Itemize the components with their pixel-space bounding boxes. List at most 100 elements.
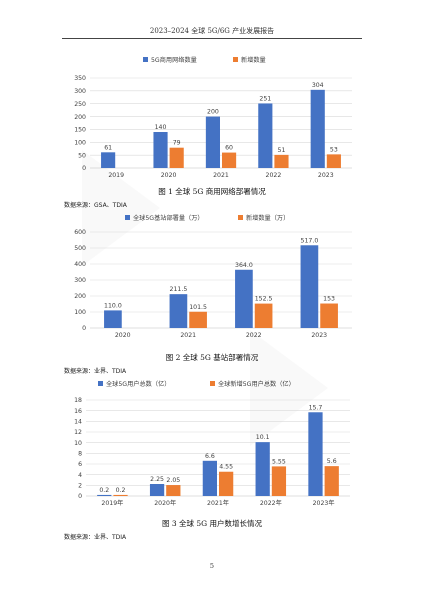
y-tick-label: 0 [82, 325, 86, 332]
y-tick-label: 0 [82, 165, 86, 172]
bar-primary [153, 132, 168, 168]
bar-primary [97, 494, 112, 496]
figure-1-source: 数据来源：GSA、TDIA [64, 202, 127, 209]
y-tick-label: 300 [74, 277, 86, 284]
bar-secondary [274, 154, 289, 168]
bar-primary [308, 412, 323, 496]
y-tick-label: 0 [78, 493, 82, 500]
y-tick-label: 500 [74, 245, 86, 252]
y-tick-label: 400 [74, 261, 86, 268]
data-label: 5.55 [272, 458, 286, 465]
data-label: 304 [312, 82, 324, 89]
page-number: 5 [209, 562, 215, 570]
y-tick-label: 100 [74, 309, 86, 316]
data-label: 153 [323, 296, 335, 303]
figure-1-caption: 图 1 全球 5G 商用网络部署情况 [158, 187, 266, 196]
data-label: 364.0 [235, 262, 253, 269]
data-label: 51 [278, 147, 286, 154]
data-label: 152.5 [255, 296, 273, 303]
data-label: 200 [207, 109, 219, 116]
y-tick-label: 2 [78, 483, 82, 490]
data-label: 517.0 [301, 237, 319, 244]
x-tick-label: 2019 [108, 172, 124, 179]
y-tick-label: 12 [74, 429, 82, 436]
bar-secondary [219, 471, 234, 496]
data-label: 101.5 [189, 304, 207, 311]
watermark-shape [82, 150, 160, 266]
bar-primary [104, 310, 122, 328]
legend-swatch [210, 381, 215, 386]
data-label: 5.6 [327, 458, 337, 465]
bar-primary [205, 116, 220, 168]
chart-user-growth: 0 2 4 6 8 10 12 14 16 18 2019年 0.2 0.2 2020年 2.25 2.05 2… [74, 380, 350, 507]
y-tick-label: 4 [78, 472, 82, 479]
bar-primary [149, 484, 165, 496]
y-tick-label: 6 [78, 461, 82, 468]
figure-2-source: 数据来源：业界、TDIA [64, 368, 127, 375]
x-tick-label: 2020年 [154, 499, 176, 507]
y-tick-label: 600 [74, 229, 86, 236]
data-label: 60 [225, 145, 233, 152]
legend-label: 全球5G用户总数（亿） [106, 380, 170, 388]
bar-primary [101, 152, 116, 168]
figure-3-source: 数据来源：业界、TDIA [64, 534, 127, 541]
bar-secondary [271, 466, 287, 496]
y-tick-label: 200 [74, 114, 86, 121]
x-tick-label: 2023年 [313, 499, 335, 507]
y-tick-label: 350 [74, 75, 86, 82]
x-tick-label: 2022年 [260, 499, 282, 507]
y-tick-label: 200 [74, 293, 86, 300]
header-divider [62, 38, 362, 39]
data-label: 110.0 [104, 302, 122, 309]
data-label: 4.55 [219, 464, 233, 471]
data-label: 61 [104, 144, 112, 151]
data-label: 211.5 [170, 286, 188, 293]
data-label: 6.6 [205, 453, 215, 460]
x-tick-label: 2023 [318, 172, 334, 179]
bar-primary [258, 103, 273, 168]
y-tick-label: 300 [74, 88, 86, 95]
bar-secondary [166, 485, 181, 496]
legend-swatch [238, 215, 243, 220]
y-tick-label: 250 [74, 101, 86, 108]
legend-swatch [125, 215, 130, 220]
data-label: 2.05 [166, 477, 180, 484]
legend-label: 5G商用网络数量 [151, 56, 197, 64]
bar-secondary [222, 152, 237, 168]
bar-primary [300, 245, 319, 328]
data-label: 251 [259, 95, 271, 102]
x-tick-label: 2022 [266, 172, 282, 179]
legend-swatch [98, 381, 103, 386]
x-tick-label: 2020 [161, 172, 177, 179]
data-label: 140 [155, 124, 167, 131]
data-label: 0.2 [116, 487, 126, 494]
chart-base-station-deployment: 0 100 200 300 400 500 600 2020 110.0 2021 211.5 101… [74, 214, 352, 339]
chart-network-deployment: 0 50 100 150 200 250 300 350 2019 61 2020 140 79 2021… [74, 56, 352, 179]
y-tick-label: 14 [74, 419, 82, 426]
y-tick-label: 100 [74, 139, 86, 146]
data-label: 53 [330, 146, 338, 153]
legend-label: 全球新增5G用户总数（亿） [218, 380, 295, 388]
y-tick-label: 18 [74, 397, 82, 404]
bar-secondary [169, 147, 184, 168]
x-tick-label: 2021年 [207, 499, 229, 507]
legend-swatch [143, 57, 148, 62]
page-header: 2023–2024 全球 5G/6G 产业发展报告 [149, 27, 275, 35]
y-tick-label: 150 [74, 127, 86, 134]
data-label: 79 [173, 140, 181, 147]
figure-2-caption: 图 2 全球 5G 基站部署情况 [165, 353, 259, 362]
x-tick-label: 2022 [246, 332, 262, 339]
bar-primary [202, 460, 217, 496]
legend-label: 全球5G基站部署量（万） [133, 214, 204, 222]
bar-secondary [326, 154, 341, 168]
data-label: 15.7 [309, 404, 323, 411]
y-tick-label: 50 [78, 152, 86, 159]
legend-swatch [233, 57, 238, 62]
data-label: 10.1 [256, 434, 270, 441]
x-tick-label: 2021 [213, 172, 229, 179]
bar-secondary [324, 466, 339, 496]
x-tick-label: 2020 [115, 332, 131, 339]
y-tick-label: 10 [74, 440, 82, 447]
figure-3-caption: 图 3 全球 5G 用户数增长情况 [161, 519, 263, 528]
x-tick-label: 2023 [311, 332, 327, 339]
